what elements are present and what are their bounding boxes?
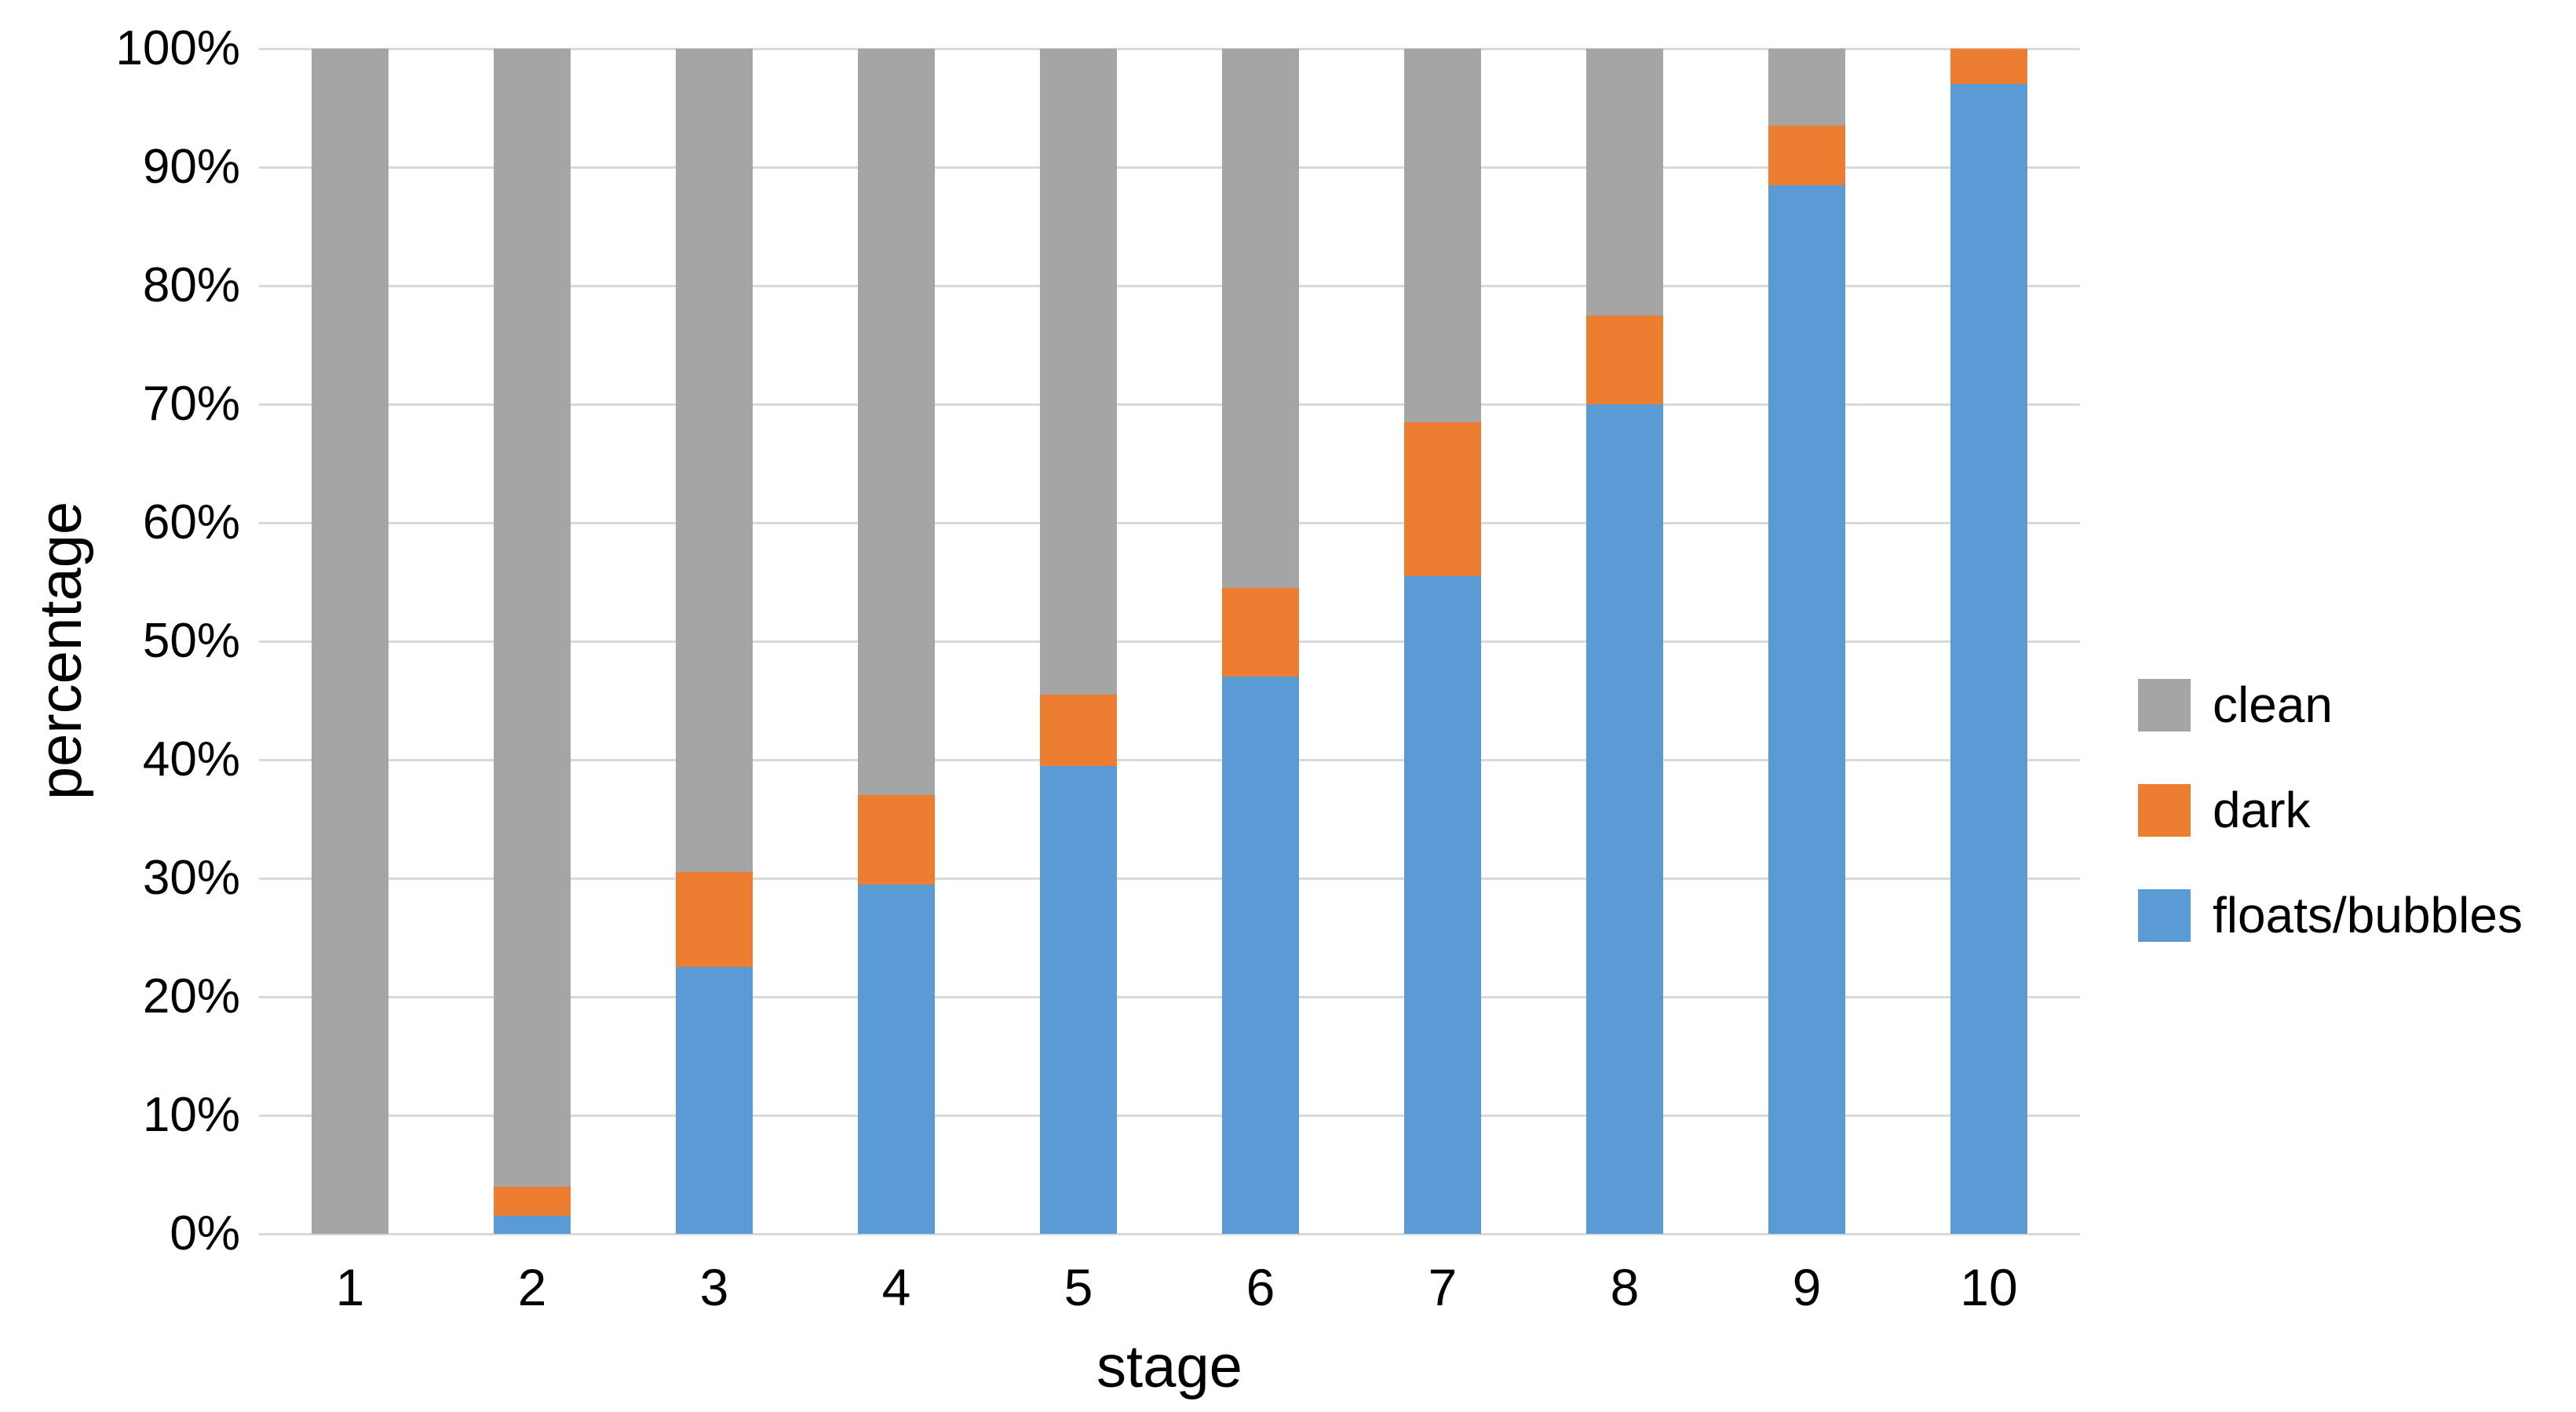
y-tick-0: 0% [170, 1206, 240, 1261]
gridline [259, 521, 2080, 524]
bar-segment-clean [858, 49, 935, 796]
y-tick-60: 60% [142, 495, 240, 549]
bar-stage-2 [494, 49, 571, 1234]
gridline [259, 758, 2080, 761]
bar-segment-floats-bubbles [1040, 765, 1117, 1234]
legend-swatch-dark [2138, 783, 2191, 837]
bar-segment-dark [858, 795, 935, 885]
bar-segment-clean [676, 49, 753, 873]
bar-stage-6 [1222, 49, 1299, 1234]
gridline [259, 166, 2080, 169]
legend-item-clean: clean [2138, 676, 2523, 734]
legend: clean dark floats/bubbles [2138, 676, 2523, 944]
y-tick-20: 20% [142, 969, 240, 1023]
bar-segment-floats-bubbles [858, 884, 935, 1234]
y-tick-40: 40% [142, 732, 240, 786]
bar-stage-3 [676, 49, 753, 1234]
x-tick-stage-2: 2 [517, 1258, 547, 1316]
legend-label-dark: dark [2213, 782, 2311, 838]
x-tick-stage-8: 8 [1610, 1258, 1640, 1316]
y-tick-10: 10% [142, 1088, 240, 1142]
gridline [259, 1114, 2080, 1117]
bar-stage-4 [858, 49, 935, 1234]
y-tick-100: 100% [115, 21, 240, 75]
bar-segment-floats-bubbles [1950, 84, 2027, 1234]
bar-segment-clean [312, 49, 389, 1234]
bar-segment-clean [1768, 49, 1845, 126]
gridline [259, 877, 2080, 880]
x-tick-stage-3: 3 [699, 1258, 729, 1316]
legend-label-floats-bubbles: floats/bubbles [2213, 887, 2523, 943]
bar-segment-floats-bubbles [1586, 404, 1663, 1234]
bar-stage-10 [1950, 49, 2027, 1234]
bar-segment-dark [1768, 126, 1845, 185]
x-tick-stage-10: 10 [1960, 1258, 2018, 1316]
bar-segment-dark [1404, 421, 1481, 576]
bar-stage-1 [312, 49, 389, 1234]
bar-segment-clean [494, 49, 571, 1187]
bar-segment-floats-bubbles [676, 967, 753, 1234]
x-tick-stage-9: 9 [1792, 1258, 1822, 1316]
x-tick-stage-5: 5 [1064, 1258, 1093, 1316]
x-tick-stage-4: 4 [881, 1258, 911, 1316]
bar-segment-dark [1040, 694, 1117, 766]
y-tick-50: 50% [142, 614, 240, 668]
bar-segment-floats-bubbles [1404, 575, 1481, 1234]
bar-segment-dark [1950, 49, 2027, 85]
legend-swatch-clean [2138, 678, 2191, 732]
bar-segment-dark [1222, 588, 1299, 677]
bar-segment-floats-bubbles [1222, 677, 1299, 1234]
legend-swatch-floats-bubbles [2138, 888, 2191, 942]
gridline [259, 995, 2080, 998]
x-axis-line [259, 1232, 2080, 1235]
gridline [259, 403, 2080, 406]
bar-segment-dark [676, 872, 753, 968]
bar-segment-dark [1586, 315, 1663, 404]
y-tick-70: 70% [142, 377, 240, 431]
x-tick-stage-6: 6 [1246, 1258, 1275, 1316]
x-tick-stage-7: 7 [1428, 1258, 1458, 1316]
bar-stage-9 [1768, 49, 1845, 1234]
bar-segment-dark [494, 1186, 571, 1217]
y-tick-80: 80% [142, 258, 240, 312]
bar-segment-floats-bubbles [1768, 184, 1845, 1234]
plot-area [259, 47, 2080, 1235]
bar-segment-clean [1222, 49, 1299, 589]
bar-segment-floats-bubbles [494, 1216, 571, 1234]
x-axis-title: stage [1096, 1334, 1242, 1400]
gridline [259, 284, 2080, 287]
legend-item-dark: dark [2138, 781, 2523, 839]
bar-segment-clean [1040, 49, 1117, 695]
gridline [259, 640, 2080, 643]
y-tick-30: 30% [142, 851, 240, 905]
y-tick-90: 90% [142, 140, 240, 194]
bar-stage-5 [1040, 49, 1117, 1234]
bar-stage-7 [1404, 49, 1481, 1234]
gridline [259, 47, 2080, 50]
bar-stage-8 [1586, 49, 1663, 1234]
x-tick-stage-1: 1 [335, 1258, 365, 1316]
legend-label-clean: clean [2213, 677, 2333, 733]
legend-item-floats-bubbles: floats/bubbles [2138, 886, 2523, 944]
bar-segment-clean [1586, 49, 1663, 316]
bar-segment-clean [1404, 49, 1481, 422]
